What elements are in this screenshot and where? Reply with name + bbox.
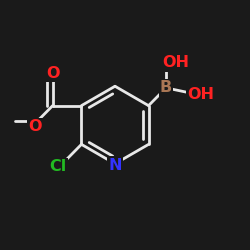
Text: B: B <box>160 80 172 95</box>
Text: N: N <box>108 158 122 172</box>
Text: Cl: Cl <box>49 159 66 174</box>
Text: O: O <box>46 66 60 80</box>
Text: O: O <box>28 120 42 134</box>
Text: OH: OH <box>162 56 190 70</box>
Text: OH: OH <box>188 87 214 102</box>
